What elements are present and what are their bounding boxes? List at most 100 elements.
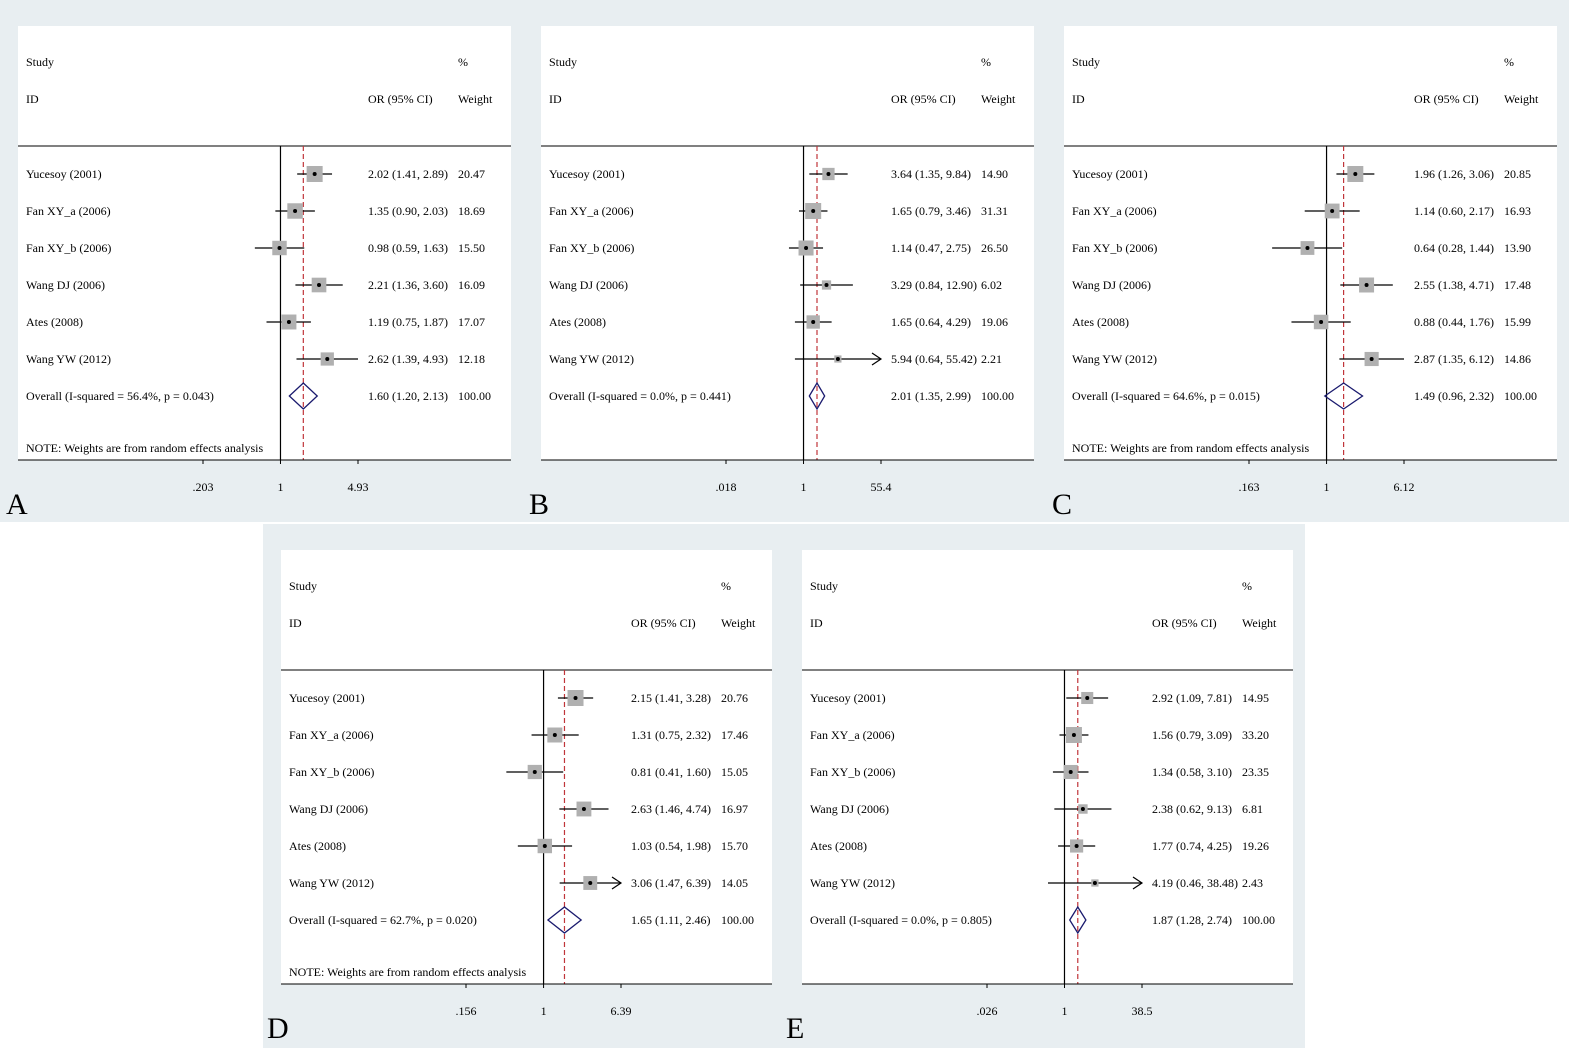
study-or-ci: 0.81 (0.41, 1.60): [631, 765, 711, 779]
x-tick-label: 55.4: [871, 480, 892, 494]
study-name: Fan XY_b (2006): [289, 765, 374, 779]
study-or-ci: 2.62 (1.39, 4.93): [368, 352, 448, 366]
study-weight: 26.50: [981, 241, 1008, 255]
overall-or-ci: 1.60 (1.20, 2.13): [368, 389, 448, 403]
study-or-ci: 1.34 (0.58, 3.10): [1152, 765, 1232, 779]
overall-or-ci: 1.87 (1.28, 2.74): [1152, 913, 1232, 927]
overall-or-ci: 2.01 (1.35, 2.99): [891, 389, 971, 403]
header-weight: Weight: [981, 92, 1016, 106]
header-study: Study: [1072, 55, 1100, 69]
study-name: Fan XY_a (2006): [26, 204, 111, 218]
study-or-ci: 2.55 (1.38, 4.71): [1414, 278, 1494, 292]
overall-diamond: [546, 906, 583, 934]
study-or-ci: 4.19 (0.46, 38.48): [1152, 876, 1238, 890]
study-or-ci: 1.14 (0.47, 2.75): [891, 241, 971, 255]
study-or-ci: 2.87 (1.35, 6.12): [1414, 352, 1494, 366]
x-tick-label: 6.12: [1394, 480, 1415, 494]
study-weight: 14.95: [1242, 691, 1269, 705]
study-name: Wang DJ (2006): [1072, 278, 1151, 292]
forest-panel-d: Study ID% OR (95% CI) Weight Yucesoy (2001) 2…: [263, 524, 784, 1048]
header-or-ci: OR (95% CI): [368, 92, 433, 106]
point-estimate: [804, 246, 809, 250]
overall-label: Overall (I-squared = 0.0%, p = 0.441): [549, 389, 731, 403]
x-tick-label: .018: [716, 480, 737, 494]
study-weight: 6.02: [981, 278, 1002, 292]
study-weight: 16.97: [721, 802, 748, 816]
study-name: Wang YW (2012): [1072, 352, 1157, 366]
study-name: Wang YW (2012): [26, 352, 111, 366]
point-estimate: [552, 733, 557, 737]
header-study: Study: [810, 579, 838, 593]
plot-area: [541, 26, 1034, 460]
header-study: Study: [26, 55, 54, 69]
study-weight: 15.99: [1504, 315, 1531, 329]
x-tick-label: 1: [541, 1004, 547, 1018]
overall-diamond: [1068, 905, 1087, 935]
overall-diamond: [1323, 382, 1364, 410]
forest-svg: Study ID% OR (95% CI) Weight Yucesoy (2001) 1…: [1046, 0, 1569, 522]
study-weight: 14.90: [981, 167, 1008, 181]
header-percent: %: [1504, 55, 1514, 69]
study-weight: 2.21: [981, 352, 1002, 366]
plot-area: [18, 26, 511, 460]
header-id: ID: [1072, 92, 1085, 106]
study-name: Wang DJ (2006): [26, 278, 105, 292]
point-estimate: [532, 770, 537, 774]
study-weight: 17.07: [458, 315, 485, 329]
study-name: Fan XY_a (2006): [810, 728, 895, 742]
study-or-ci: 1.77 (0.74, 4.25): [1152, 839, 1232, 853]
study-name: Wang DJ (2006): [549, 278, 628, 292]
plot-area: [802, 550, 1293, 984]
study-or-ci: 1.35 (0.90, 2.03): [368, 204, 448, 218]
overall-weight: 100.00: [458, 389, 491, 403]
x-tick-label: 1: [277, 480, 283, 494]
study-or-ci: 2.63 (1.46, 4.74): [631, 802, 711, 816]
study-weight: 16.93: [1504, 204, 1531, 218]
header-percent: %: [458, 55, 468, 69]
study-or-ci: 2.02 (1.41, 2.89): [368, 167, 448, 181]
study-or-ci: 1.19 (0.75, 1.87): [368, 315, 448, 329]
study-weight: 6.81: [1242, 802, 1263, 816]
study-name: Fan XY_a (2006): [549, 204, 634, 218]
header-weight: Weight: [1242, 616, 1277, 630]
header-percent: %: [1242, 579, 1252, 593]
study-name: Ates (2008): [1072, 315, 1129, 329]
point-estimate: [542, 844, 547, 848]
overall-or-ci: 1.49 (0.96, 2.32): [1414, 389, 1494, 403]
point-estimate: [811, 209, 816, 213]
point-estimate: [312, 172, 317, 176]
study-weight: 15.50: [458, 241, 485, 255]
panel-label: D: [267, 1012, 289, 1045]
study-weight: 14.05: [721, 876, 748, 890]
forest-panel-b: Study ID% OR (95% CI) Weight Yucesoy (2001) 3…: [523, 0, 1046, 524]
study-or-ci: 3.64 (1.35, 9.84): [891, 167, 971, 181]
header-id: ID: [810, 616, 823, 630]
overall-weight: 100.00: [981, 389, 1014, 403]
study-weight: 15.70: [721, 839, 748, 853]
study-or-ci: 1.96 (1.26, 3.06): [1414, 167, 1494, 181]
study-name: Yucesoy (2001): [289, 691, 365, 705]
overall-label: Overall (I-squared = 56.4%, p = 0.043): [26, 389, 214, 403]
header-weight: Weight: [721, 616, 756, 630]
overall-label: Overall (I-squared = 64.6%, p = 0.015): [1072, 389, 1260, 403]
study-name: Fan XY_b (2006): [810, 765, 895, 779]
study-or-ci: 2.15 (1.41, 3.28): [631, 691, 711, 705]
study-or-ci: 2.38 (0.62, 9.13): [1152, 802, 1232, 816]
x-tick-label: 1: [1061, 1004, 1067, 1018]
point-estimate: [1085, 696, 1090, 700]
point-estimate: [1071, 733, 1076, 737]
point-estimate: [1080, 807, 1085, 811]
study-weight: 2.43: [1242, 876, 1263, 890]
forest-panel-e: Study ID% OR (95% CI) Weight Yucesoy (2001) 2…: [784, 524, 1305, 1048]
x-tick-label: 6.39: [611, 1004, 632, 1018]
point-estimate: [325, 357, 330, 361]
study-or-ci: 2.21 (1.36, 3.60): [368, 278, 448, 292]
study-name: Wang YW (2012): [289, 876, 374, 890]
point-estimate: [286, 320, 291, 324]
study-or-ci: 1.56 (0.79, 3.09): [1152, 728, 1232, 742]
forest-svg: Study ID% OR (95% CI) Weight Yucesoy (2001) 2…: [263, 524, 784, 1048]
point-estimate: [826, 172, 831, 176]
point-estimate: [1319, 320, 1324, 324]
study-or-ci: 3.06 (1.47, 6.39): [631, 876, 711, 890]
study-name: Yucesoy (2001): [810, 691, 886, 705]
